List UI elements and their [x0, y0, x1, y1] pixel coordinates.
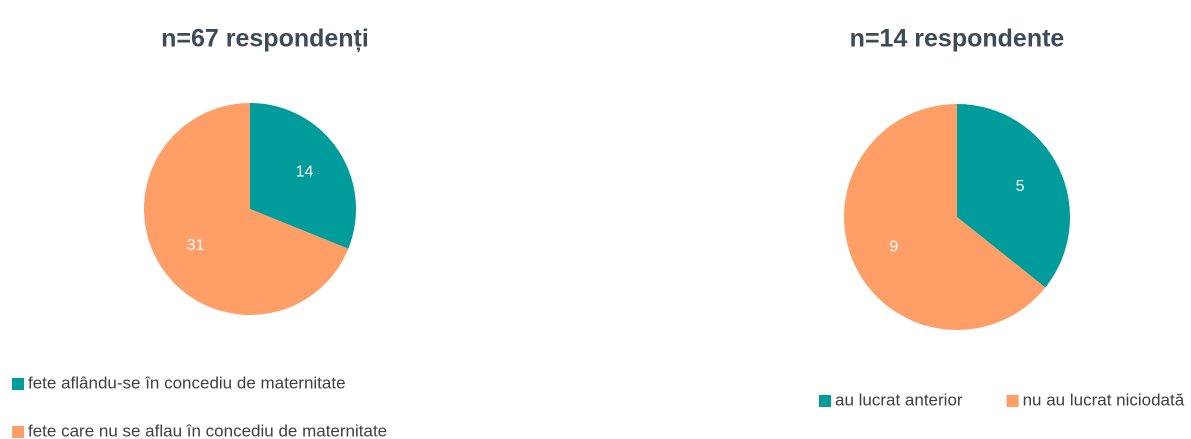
legend-swatch: [12, 378, 24, 390]
slice-label: 31: [187, 237, 205, 254]
legend-label: fete aflându-se în concediu de maternita…: [28, 373, 346, 392]
pie-slice: [250, 103, 356, 249]
pie-slice: [843, 104, 1046, 330]
legend-swatch: [819, 395, 831, 407]
slice-label: 14: [296, 163, 314, 180]
pie-slice: [957, 104, 1070, 288]
chart-title: n=14 respondente: [850, 25, 1065, 53]
pie-slice: [143, 103, 349, 315]
legend-label: nu au lucrat niciodată: [1023, 390, 1185, 409]
legend-label: fete care nu se aflau în concediu de mat…: [28, 421, 387, 439]
legend-swatch: [1006, 395, 1019, 407]
chart-title: n=67 respondenți: [161, 25, 369, 53]
slice-label: 9: [889, 239, 898, 256]
slice-label: 5: [1016, 178, 1025, 195]
legend-swatch: [12, 426, 24, 438]
legend-label: au lucrat anterior: [835, 390, 963, 409]
